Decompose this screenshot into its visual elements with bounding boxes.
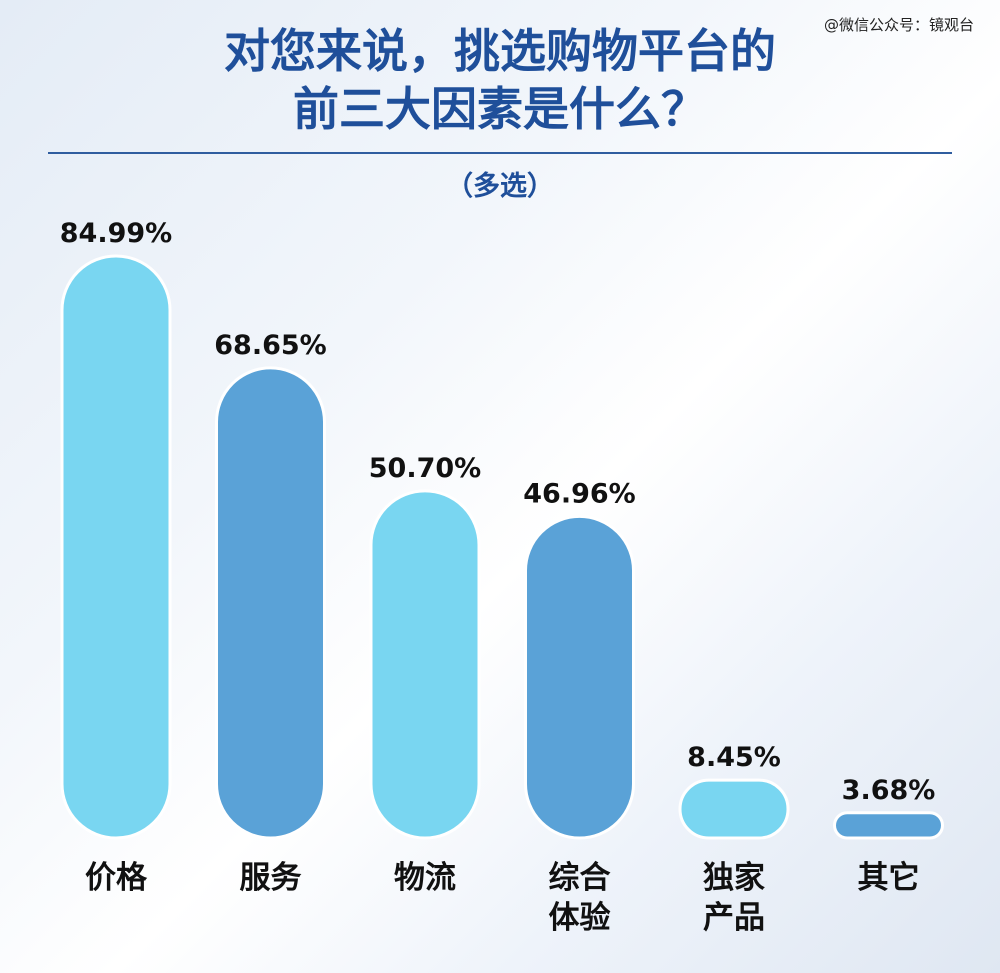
bar-0 — [60, 254, 172, 840]
category-label-0-0: 价格 — [85, 860, 148, 896]
category-label-1-0: 服务 — [240, 860, 302, 896]
category-label-4-0: 独家 — [703, 860, 765, 896]
bar-2 — [369, 489, 481, 840]
chart-title: 对您来说，挑选购物平台的 前三大因素是什么？ — [0, 22, 1000, 138]
bar-4 — [678, 778, 790, 840]
category-label-3-0: 综合 — [549, 860, 611, 896]
bar-5 — [833, 811, 944, 840]
bar-1 — [215, 366, 326, 840]
category-label-4-1: 产品 — [703, 900, 765, 936]
watermark: @微信公众号：镜观台 — [823, 16, 974, 34]
chart-subtitle: （多选） — [446, 171, 554, 202]
title-divider — [48, 152, 952, 154]
category-label-2-0: 物流 — [394, 860, 456, 896]
value-label-5: 3.68% — [842, 775, 936, 806]
value-label-1: 68.65% — [214, 330, 326, 361]
bar-3 — [524, 514, 635, 840]
category-label-3-1: 体验 — [549, 900, 611, 936]
value-label-4: 8.45% — [687, 742, 781, 773]
chart-title-line-2: 前三大因素是什么？ — [293, 82, 707, 136]
value-label-3: 46.96% — [523, 478, 635, 509]
value-label-0: 84.99% — [60, 218, 172, 249]
chart-title-line-1: 对您来说，挑选购物平台的 — [224, 24, 776, 78]
category-label-5-0: 其它 — [858, 860, 920, 896]
value-label-2: 50.70% — [369, 453, 481, 484]
